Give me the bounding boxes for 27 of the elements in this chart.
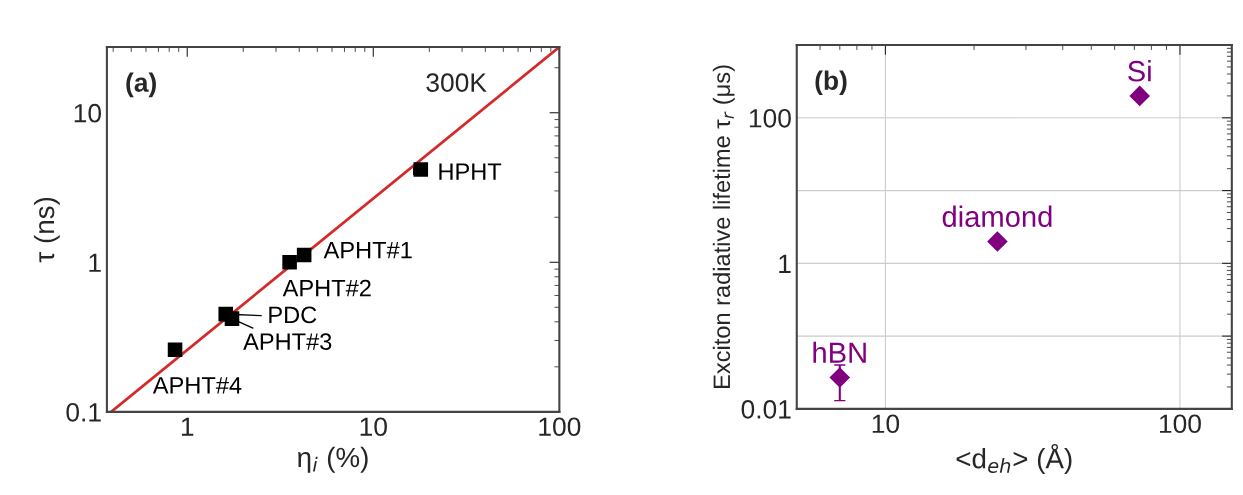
y-tick-label: 1 bbox=[89, 253, 101, 272]
annotation: diamond bbox=[942, 205, 1052, 228]
annotation: APHT#1 bbox=[323, 242, 412, 259]
x-axis-title: <d$_{eh}$> (Å) bbox=[956, 443, 1072, 474]
y-tick-label: 0.1 bbox=[66, 402, 101, 422]
y-tick-label: 10 bbox=[74, 103, 102, 123]
y-tick-label: 0.01 bbox=[741, 400, 791, 419]
y-tick-label: 100 bbox=[749, 108, 791, 128]
x-tick-label: 100 bbox=[1159, 414, 1201, 434]
annotation: APHT#2 bbox=[282, 279, 371, 297]
y-axis-title: τ (ns) bbox=[33, 197, 60, 263]
y-axis-title: Exciton radiative lifetime τ$_{r}$ (μs) bbox=[712, 65, 735, 388]
annotation: HPHT bbox=[439, 163, 502, 180]
annotation: APHT#3 bbox=[243, 333, 332, 350]
annotation: PDC bbox=[269, 306, 317, 324]
annotation: hBN bbox=[813, 341, 866, 363]
annotation: 300K bbox=[426, 73, 487, 92]
x-tick-label: 100 bbox=[539, 417, 581, 437]
x-tick-label: 1 bbox=[181, 417, 194, 436]
x-tick-label: 10 bbox=[360, 417, 387, 437]
annotation: (b) bbox=[815, 70, 847, 96]
annotation: APHT#4 bbox=[152, 377, 242, 394]
x-tick-label: 10 bbox=[872, 414, 900, 434]
annotation: (a) bbox=[126, 72, 156, 98]
y-tick-label: 1 bbox=[779, 254, 791, 273]
annotation: Si bbox=[1128, 60, 1151, 82]
x-axis-title: η$_{i}$ (%) bbox=[298, 446, 368, 473]
